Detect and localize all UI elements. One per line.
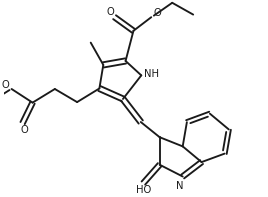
Text: HO: HO (136, 185, 151, 195)
Text: O: O (1, 80, 9, 90)
Text: O: O (107, 7, 114, 17)
Text: N: N (176, 181, 184, 191)
Text: O: O (153, 8, 161, 18)
Text: O: O (20, 125, 28, 135)
Text: NH: NH (144, 69, 159, 79)
